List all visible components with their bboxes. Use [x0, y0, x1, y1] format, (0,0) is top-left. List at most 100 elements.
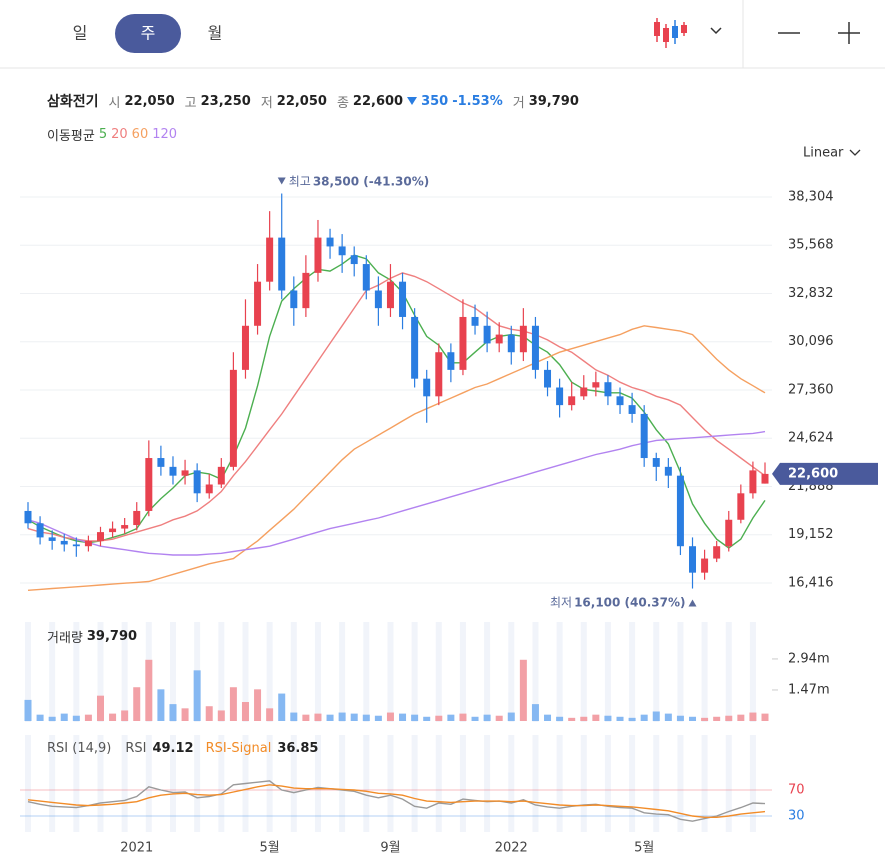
candle-body	[676, 475, 684, 547]
volume-bar	[241, 702, 249, 721]
pane-stripe	[121, 622, 128, 722]
volume-bar	[217, 710, 225, 721]
pane-stripe	[314, 622, 321, 722]
max-label: 최고	[289, 174, 311, 188]
volume-bar	[314, 713, 322, 721]
volume-header: 거래량 39,790	[47, 627, 137, 646]
max-marker	[277, 177, 286, 185]
pane-stripe	[49, 622, 56, 722]
candle-body	[556, 387, 564, 406]
candle-body	[725, 519, 733, 547]
candle-body	[386, 281, 394, 309]
pane-stripe	[169, 735, 176, 832]
candle-body	[302, 272, 310, 309]
x-tick-label: 5월	[260, 841, 280, 856]
pane-stripe	[73, 622, 80, 722]
candle-body	[761, 473, 769, 484]
quote-value: 22,050	[276, 93, 327, 109]
candle-body	[689, 546, 697, 573]
volume-bar	[459, 713, 467, 721]
pane-stripe	[749, 622, 756, 722]
candle-body	[362, 264, 370, 291]
volume-bar	[399, 713, 407, 721]
candle-body	[133, 510, 141, 526]
candle-body	[109, 528, 117, 533]
candle-body	[531, 325, 539, 370]
scale-mode[interactable]: Linear	[803, 146, 844, 161]
pane-stripe	[604, 735, 611, 832]
y-tick-label: 27,360	[788, 382, 834, 397]
candle-body	[205, 484, 213, 494]
ma-legend: 이동평균 5 20 60 120	[47, 125, 177, 144]
candle-body	[616, 396, 624, 406]
candle-body	[399, 281, 407, 317]
zoom-in[interactable]	[838, 22, 860, 44]
volume-bar	[544, 714, 552, 721]
min-value: 16,100 (40.37%)	[574, 595, 685, 609]
period-button[interactable]: 일	[73, 24, 88, 43]
candle-body	[290, 290, 298, 309]
pane-stripe	[701, 735, 708, 832]
period-button[interactable]: 월	[208, 24, 223, 43]
candle-body	[193, 470, 201, 494]
pane-stripe	[677, 735, 684, 832]
pane-stripe	[459, 622, 466, 722]
rsi-line	[27, 780, 766, 822]
pane-stripe	[459, 735, 466, 832]
volume-bar	[435, 715, 443, 721]
candle-body	[254, 281, 262, 326]
price-tag	[772, 462, 878, 485]
candle-body	[48, 537, 56, 541]
rsi-line	[27, 784, 766, 818]
volume-bar	[145, 659, 153, 721]
dropdown-chevron[interactable]	[710, 27, 722, 35]
pane-stripe	[194, 735, 201, 832]
candle-body	[737, 493, 745, 520]
pane-stripe	[169, 622, 176, 722]
pane-stripe	[532, 735, 539, 832]
pane-stripe	[25, 735, 31, 832]
candle-body	[169, 466, 177, 476]
candle-body	[507, 334, 515, 353]
pane-stripe	[363, 735, 370, 832]
ma-line	[27, 254, 766, 549]
candle-body	[580, 387, 588, 397]
candle-body	[411, 316, 419, 379]
volume-bar	[36, 714, 44, 721]
icon-candle	[672, 26, 678, 38]
volume-bar	[592, 714, 600, 721]
period-button[interactable]: 주	[141, 24, 156, 43]
price-tag-label: 22,600	[788, 466, 838, 481]
pane-stripe	[387, 735, 394, 832]
volume-bar	[362, 714, 370, 721]
quote-label: 시	[108, 95, 121, 111]
candle-body	[338, 246, 346, 256]
volume-bar	[749, 712, 757, 721]
scale-chevron[interactable]	[849, 149, 861, 156]
change-pct: -1.53%	[452, 93, 503, 109]
candle-body	[181, 470, 189, 476]
candle-body	[749, 470, 757, 494]
ma-line	[27, 325, 766, 591]
quote-label: 거	[512, 95, 525, 111]
quote-label: 저	[260, 95, 273, 111]
pane-stripe	[701, 622, 708, 722]
volume-bar	[121, 710, 129, 721]
candle-body	[72, 544, 80, 547]
candle-body	[326, 237, 334, 247]
pane-stripe	[266, 622, 273, 722]
quote-label: 종	[336, 95, 349, 111]
volume-bar	[169, 704, 177, 721]
pane-stripe	[218, 622, 225, 722]
ma-line	[27, 272, 766, 542]
pane-stripe	[629, 735, 636, 832]
icon-candle	[681, 25, 687, 33]
volume-bar	[266, 708, 274, 721]
pane-stripe	[725, 735, 732, 832]
candle-body	[592, 382, 600, 388]
candle-body	[483, 325, 491, 344]
y-tick-label: 2.94m	[788, 651, 830, 666]
chart-type-icon[interactable]	[654, 18, 687, 48]
candle-body	[229, 369, 237, 467]
volume-bar	[278, 693, 286, 721]
